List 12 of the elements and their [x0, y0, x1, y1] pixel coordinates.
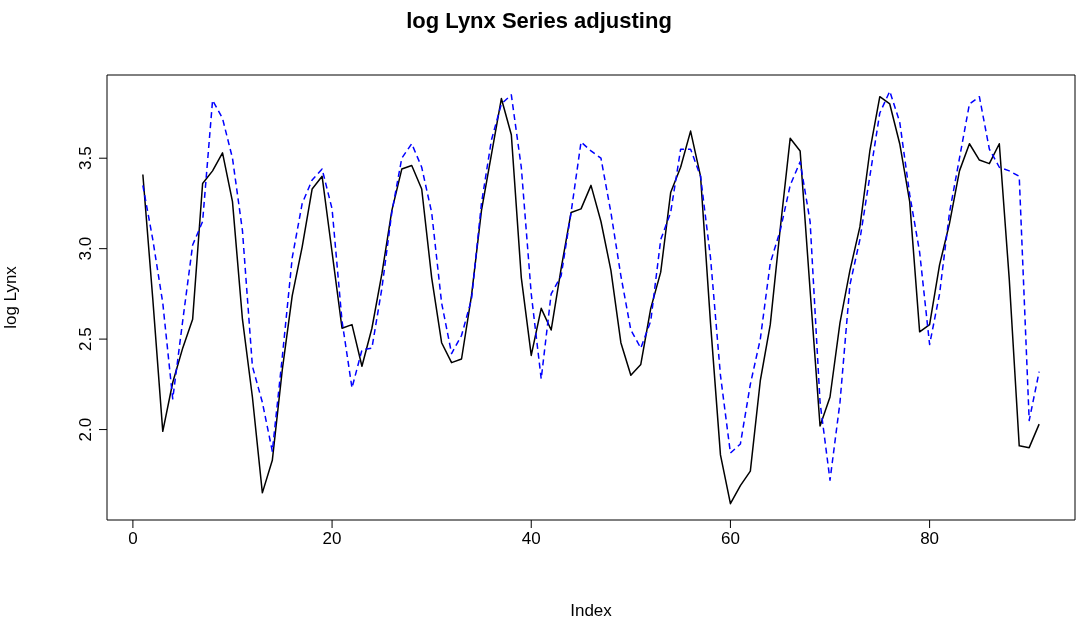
y-tick-label: 3.0 [76, 236, 95, 261]
y-tick-label: 2.5 [76, 327, 95, 351]
chart-title: log Lynx Series adjusting [405, 8, 673, 34]
x-tick-label: 60 [720, 529, 740, 548]
y-axis-title: log Lynx [1, 265, 21, 329]
y-tick-label: 2.0 [76, 417, 95, 442]
y-tick-label: 3.5 [76, 146, 95, 171]
x-tick-label: 80 [920, 529, 940, 548]
x-axis-title: Index [570, 601, 613, 620]
x-tick-label: 40 [521, 529, 541, 548]
x-tick-label: 20 [322, 529, 342, 548]
x-tick-label: 0 [128, 529, 138, 548]
